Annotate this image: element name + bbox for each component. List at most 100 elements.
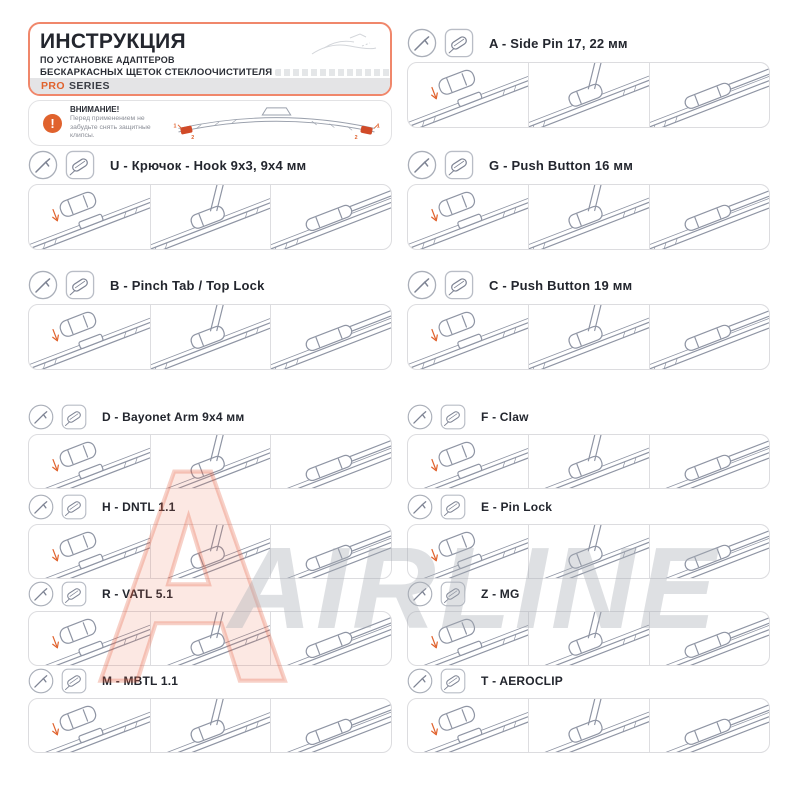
section-D: D - Bayonet Arm 9x4 мм [28,404,392,489]
step-illustration [528,699,649,752]
instruction-steps [407,184,770,250]
series-rest-label: SERIES [68,80,110,92]
step-illustration [648,435,769,488]
section-header: R - VATL 5.1 [28,581,392,607]
section-header: C - Push Button 19 мм [407,270,770,300]
instruction-steps [407,524,770,579]
section-header: T - AEROCLIP [407,668,770,694]
section-A: A - Side Pin 17, 22 мм [407,28,770,128]
step-illustration [648,525,769,578]
step-illustration [528,435,649,488]
section-B: B - Pinch Tab / Top Lock [28,270,392,370]
clip-marker-1: 1 [174,123,177,129]
section-E: E - Pin Lock [407,494,770,579]
step-illustration [528,185,649,249]
section-header: H - DNTL 1.1 [28,494,392,520]
section-header: U - Крючок - Hook 9x3, 9x4 мм [28,150,392,180]
section-title: B - Pinch Tab / Top Lock [110,277,265,293]
section-header: Z - MG [407,581,770,607]
exclamation-icon: ! [43,113,62,133]
series-bar: PRO SERIES [30,78,390,94]
section-title: C - Push Button 19 мм [489,277,633,293]
step-illustration [29,699,150,752]
wiper-arm-icon [28,581,54,607]
instruction-steps [407,62,770,128]
wiper-arm-icon [407,28,437,58]
section-header: A - Side Pin 17, 22 мм [407,28,770,58]
step-illustration [528,63,649,127]
step-illustration [149,305,271,369]
step-illustration [149,612,271,665]
step-illustration [408,185,529,249]
wiper-arm-icon [28,668,54,694]
doc-title: ИНСТРУКЦИЯ [40,30,186,53]
instruction-steps [28,611,392,666]
instruction-steps [28,184,392,250]
adapter-type-icon [61,494,87,520]
step-illustration [408,435,529,488]
step-illustration [29,185,150,249]
sketch-decoration [311,33,377,55]
title-card: ИНСТРУКЦИЯ ПО УСТАНОВКЕ АДАПТЕРОВ БЕСКАР… [28,22,392,96]
step-illustration [648,63,769,127]
adapter-type-icon [444,270,474,300]
adapter-type-icon [65,150,95,180]
section-U: U - Крючок - Hook 9x3, 9x4 мм [28,150,392,250]
step-illustration [270,612,391,665]
section-title: G - Push Button 16 мм [489,157,634,173]
step-illustration [29,612,150,665]
section-header: F - Claw [407,404,770,430]
doc-subtitle-1: ПО УСТАНОВКЕ АДАПТЕРОВ [40,55,175,66]
wiper-blade-illustration: 1 2 2 1 [170,103,383,143]
faded-text-artifact [275,69,390,77]
section-M: M - MBTL 1.1 [28,668,392,753]
wiper-arm-icon [28,404,54,430]
adapter-type-icon [440,404,466,430]
step-illustration [270,435,391,488]
doc-subtitle-2-text: БЕСКАРКАСНЫХ ЩЕТОК СТЕКЛООЧИСТИТЕЛЯ [40,67,273,79]
adapter-type-icon [61,404,87,430]
warning-body: Перед применением не забудьте снять защи… [70,115,151,140]
step-illustration [29,525,150,578]
adapter-type-icon [440,581,466,607]
section-T: T - AEROCLIP [407,668,770,753]
section-H: H - DNTL 1.1 [28,494,392,579]
clip-marker-2: 2 [191,135,194,141]
wiper-arm-icon [28,494,54,520]
section-title: H - DNTL 1.1 [102,500,176,514]
wiper-arm-icon [407,404,433,430]
section-Z: Z - MG [407,581,770,666]
section-C: C - Push Button 19 мм [407,270,770,370]
doc-subtitle-2: БЕСКАРКАСНЫХ ЩЕТОК СТЕКЛООЧИСТИТЕЛЯ [40,67,390,79]
section-header: D - Bayonet Arm 9x4 мм [28,404,392,430]
wiper-arm-icon [407,581,433,607]
adapter-type-icon [444,28,474,58]
section-title: E - Pin Lock [481,500,553,514]
section-header: M - MBTL 1.1 [28,668,392,694]
section-title: M - MBTL 1.1 [102,674,179,688]
instruction-steps [28,304,392,370]
adapter-type-icon [65,270,95,300]
step-illustration [408,525,529,578]
adapter-type-icon [61,581,87,607]
section-title: U - Крючок - Hook 9x3, 9x4 мм [110,157,307,173]
section-title: Z - MG [481,587,520,601]
step-illustration [29,435,150,488]
step-illustration [408,699,529,752]
section-title: D - Bayonet Arm 9x4 мм [102,410,245,424]
step-illustration [648,699,769,752]
wiper-arm-icon [407,150,437,180]
step-illustration [270,305,391,369]
instruction-steps [407,434,770,489]
step-illustration [270,699,391,752]
step-illustration [648,612,769,665]
step-illustration [270,525,391,578]
instruction-steps [407,698,770,753]
step-illustration [270,185,391,249]
adapter-type-icon [444,150,474,180]
step-illustration [408,305,529,369]
step-illustration [408,612,529,665]
step-illustration [408,63,529,127]
section-title: A - Side Pin 17, 22 мм [489,35,628,51]
